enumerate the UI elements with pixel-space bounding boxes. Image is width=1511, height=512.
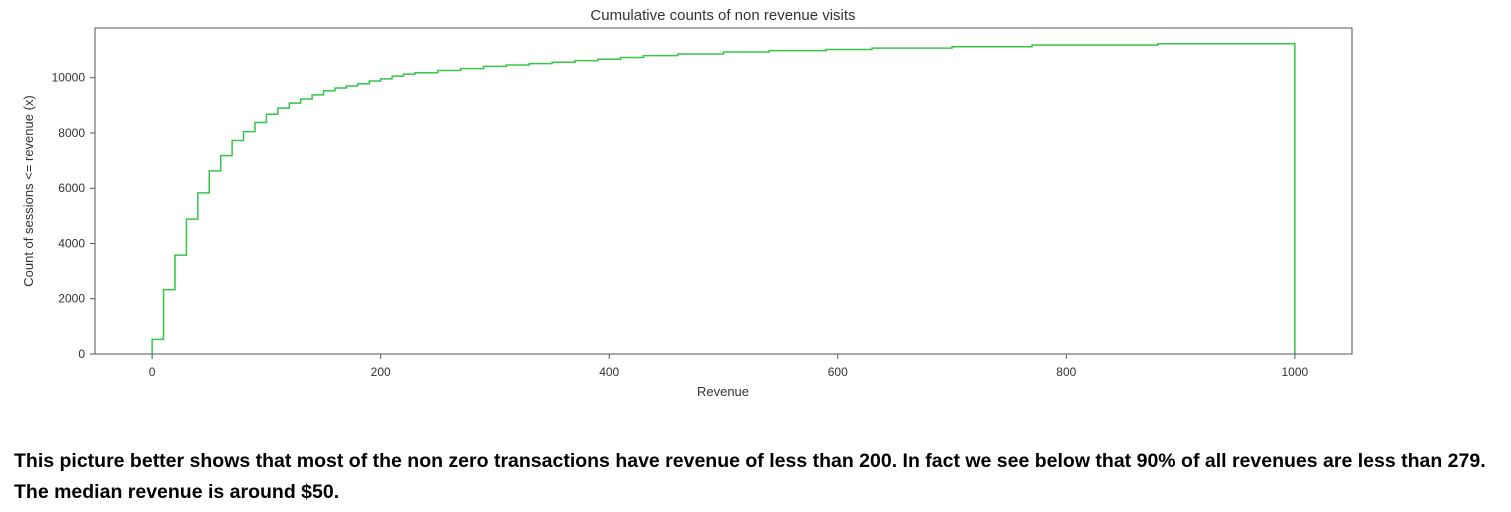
y-tick-label: 10000 xyxy=(52,71,86,85)
y-tick-label: 0 xyxy=(78,347,85,361)
chart-title: Cumulative counts of non revenue visits xyxy=(590,7,855,24)
x-axis-label: Revenue xyxy=(697,384,749,399)
plot-frame xyxy=(94,27,1353,355)
x-tick-label: 600 xyxy=(828,365,848,379)
data-series xyxy=(151,42,1296,354)
x-tick-label: 400 xyxy=(599,365,619,379)
x-tick-label: 1000 xyxy=(1282,365,1309,379)
x-tick-label: 800 xyxy=(1056,365,1076,379)
cumulative-step-chart: Cumulative counts of non revenue visits … xyxy=(21,7,1353,399)
explanation-text: This picture better shows that most of t… xyxy=(14,450,1486,503)
y-tick-label: 2000 xyxy=(58,292,85,306)
y-tick-label: 8000 xyxy=(58,126,85,140)
y-tick-label: 4000 xyxy=(58,236,85,250)
cumulative-step-line xyxy=(151,42,1296,354)
y-tick-label: 6000 xyxy=(58,181,85,195)
x-tick-label: 200 xyxy=(371,365,391,379)
x-tick-label: 0 xyxy=(149,365,156,379)
y-axis-label: Count of sessions <= revenue (x) xyxy=(21,95,36,287)
